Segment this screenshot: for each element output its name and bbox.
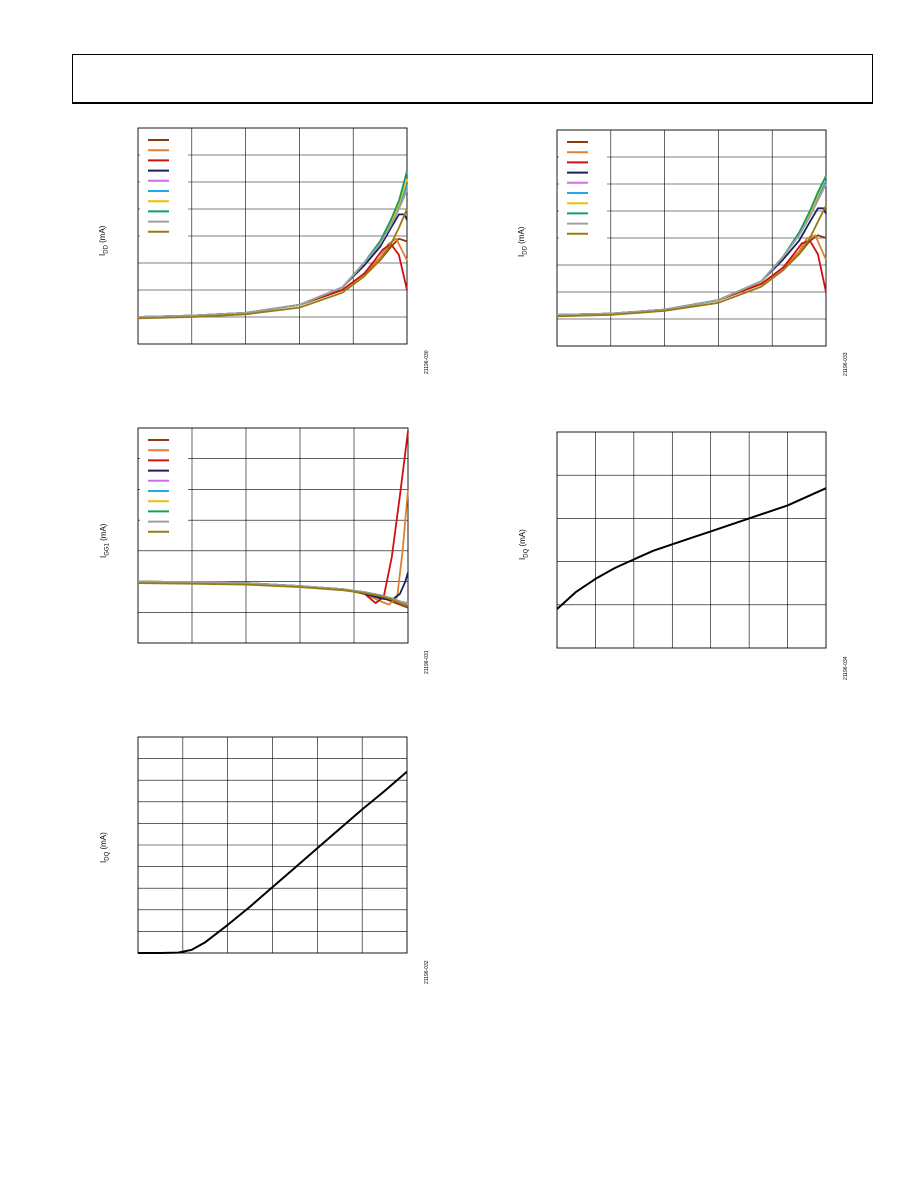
chart-idq-2 [137,736,408,954]
series-line [138,770,408,954]
chart-idd-2 [556,129,827,347]
series-line [137,243,408,318]
plot-frame [137,127,408,345]
figure-id-c2: 21196-033 [843,352,849,376]
chart-idd-1 [137,127,408,345]
series-line [556,183,827,316]
series-line [556,487,827,610]
figure-id-c5: 21196-032 [424,960,430,984]
chart-igg1 [137,427,409,644]
ylabel-c2: IDD (mA) [517,226,529,257]
series-line [137,237,408,318]
series-line [137,582,409,607]
figure-id-c4: 21196-034 [843,656,849,680]
legend-box [140,431,188,539]
series-line [137,189,408,318]
plot-frame [137,427,409,644]
figure-id-c3: 21196-031 [424,650,430,674]
series-line [556,234,827,316]
series-line [137,237,408,318]
ylabel-c4: IDQ (mA) [518,529,530,560]
ylabel-c3: IGG1 (mA) [99,523,111,558]
page-header-box [72,54,873,104]
series-line [137,580,409,604]
chart-idq-1 [556,431,827,649]
series-line [137,208,408,320]
figure-id-c1: 21196-030 [424,350,430,374]
legend-box [559,133,607,241]
series-line [556,234,827,316]
series-line [556,205,827,318]
ylabel-c5: IDQ (mA) [99,832,111,863]
plot-frame [556,431,827,649]
ylabel-c1: IDD (mA) [98,225,110,256]
legend-box [140,131,188,239]
plot-frame [137,736,408,954]
